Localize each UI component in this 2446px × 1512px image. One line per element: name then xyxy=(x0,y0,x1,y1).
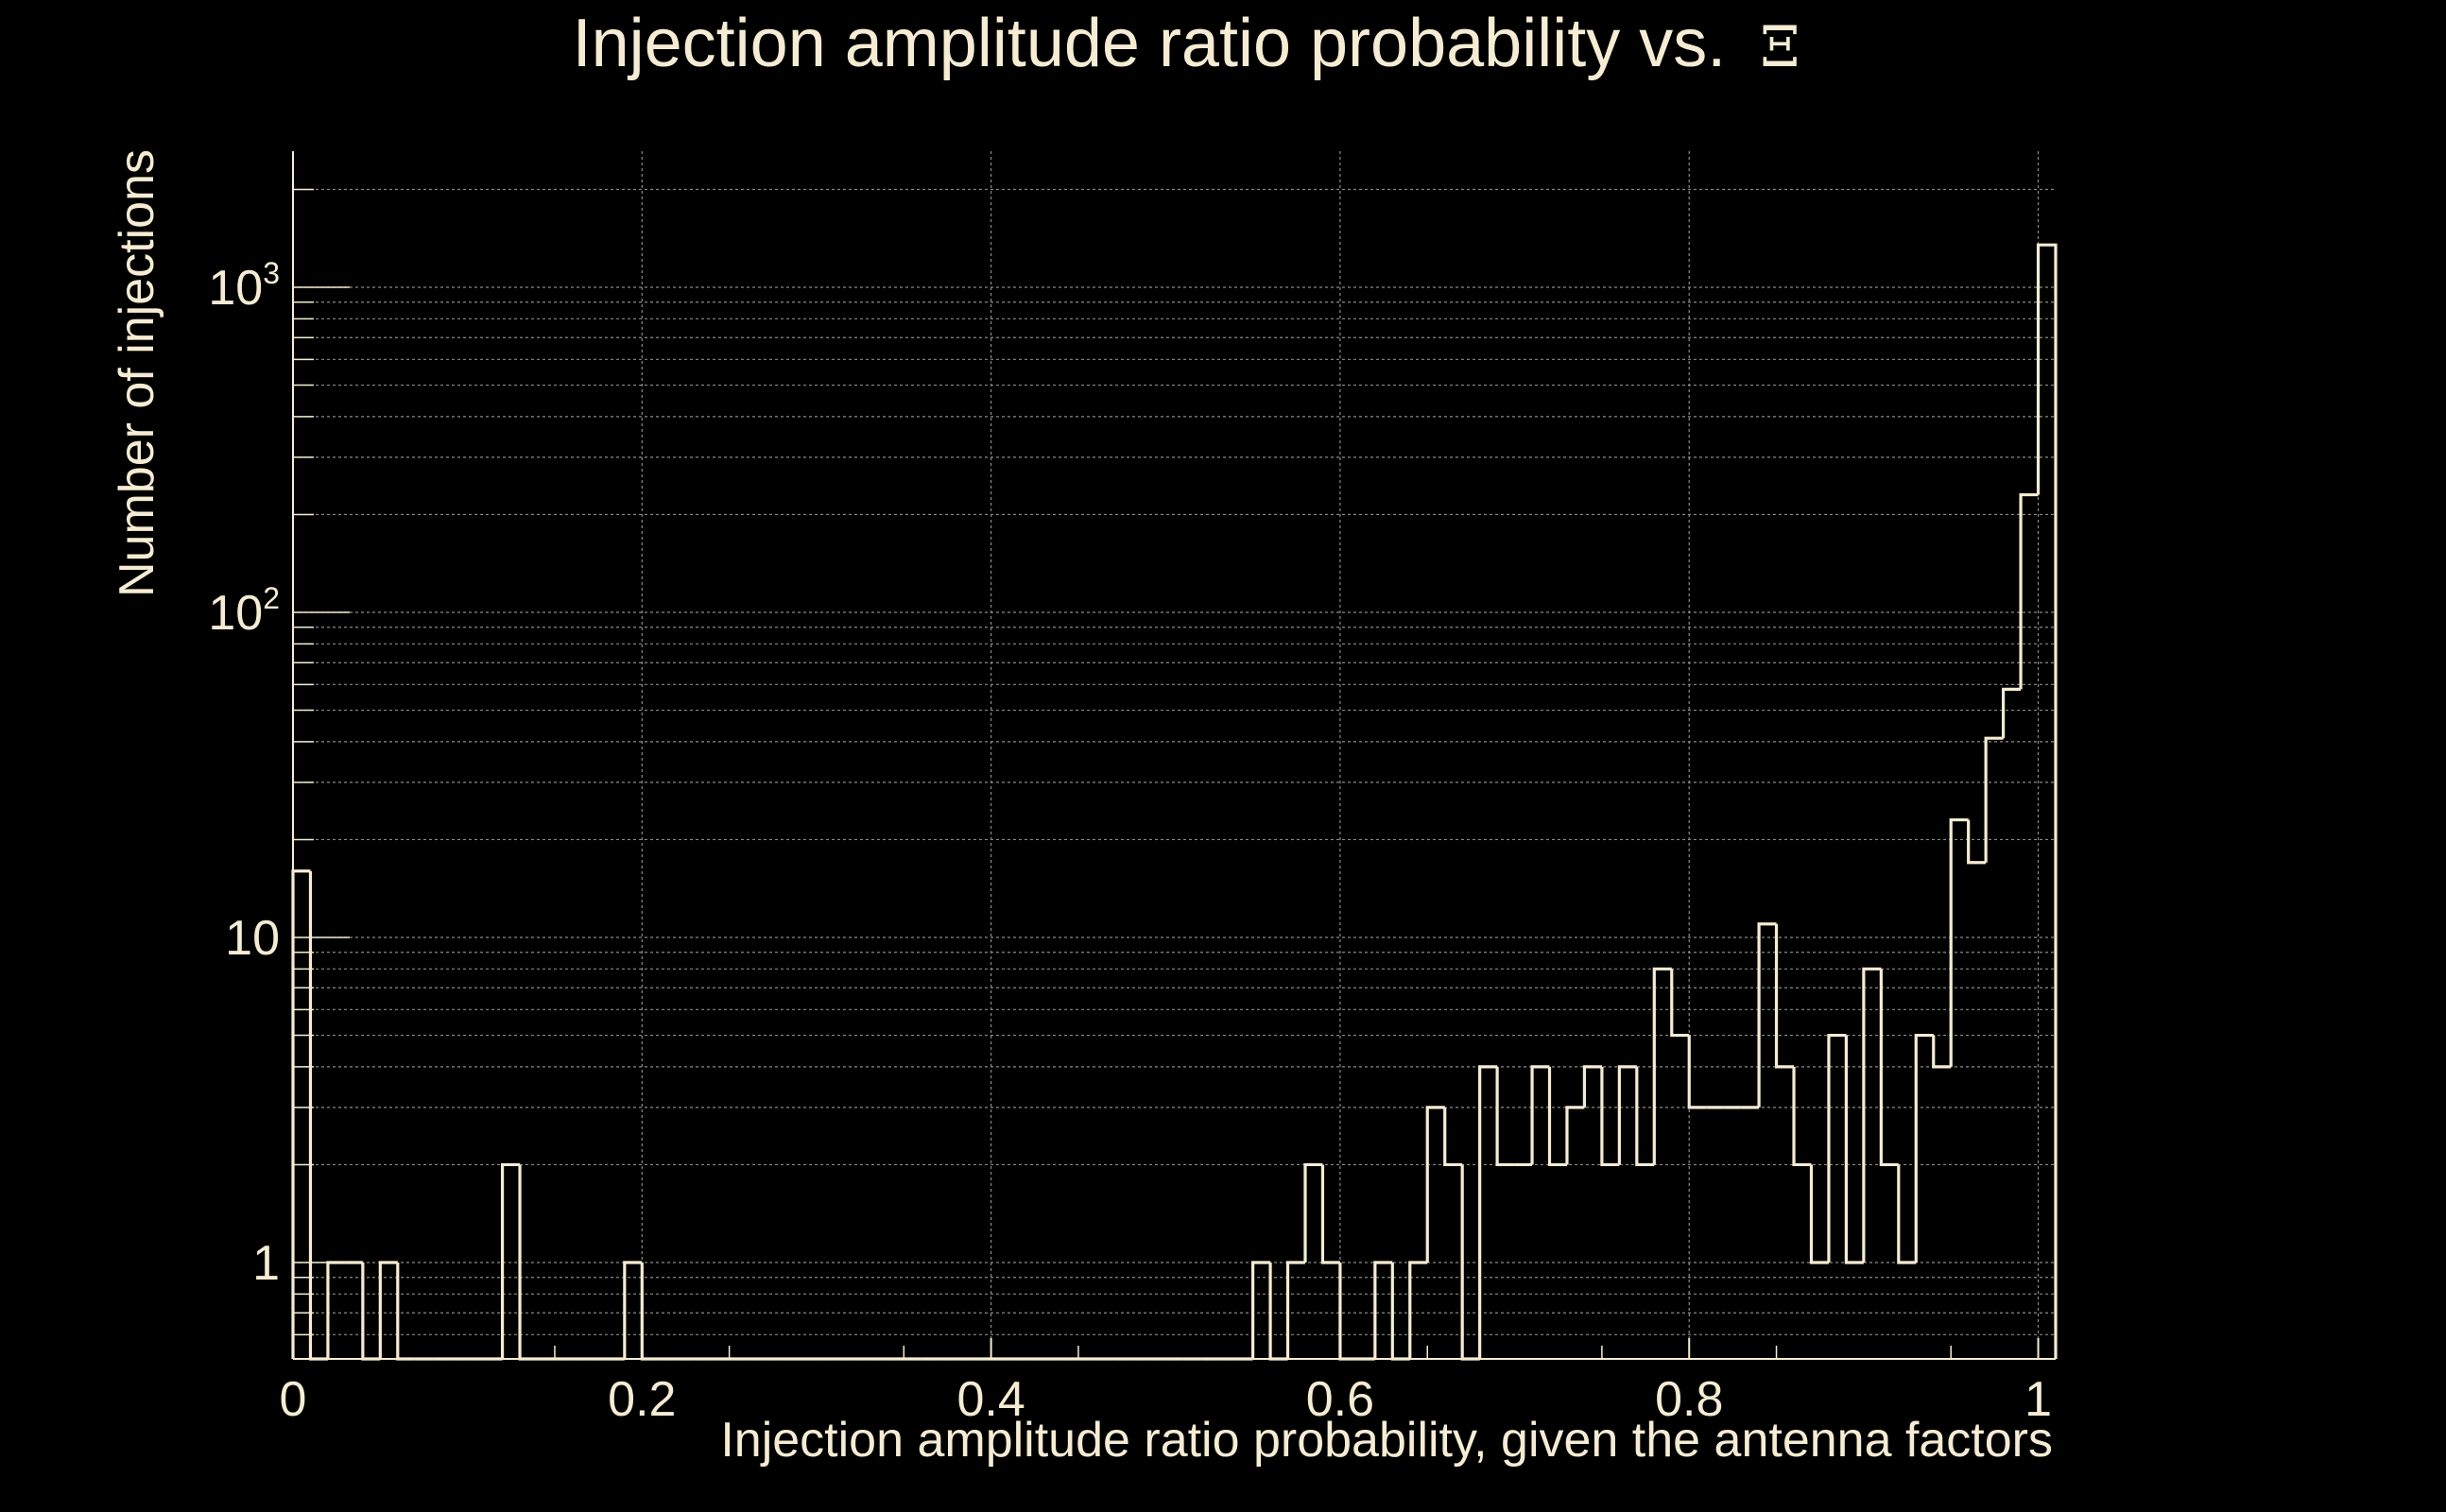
histogram-bar xyxy=(1373,1261,1393,1359)
y-tick-label: 102 xyxy=(208,581,280,641)
histogram-bar xyxy=(1774,923,1795,1069)
histogram-bar xyxy=(1757,922,1777,1108)
x-tick-label: 0.6 xyxy=(1306,1372,1374,1427)
chart-title-symbol: Ξ xyxy=(1760,14,1800,80)
histogram-bar xyxy=(1827,1033,1847,1263)
histogram-bar xyxy=(1565,1106,1585,1165)
histogram-bar xyxy=(2002,687,2022,739)
y-axis-label: Number of injections xyxy=(110,149,164,597)
x-tick-label: 0 xyxy=(280,1372,307,1427)
histogram-bar xyxy=(1478,1065,1498,1359)
histogram-bar xyxy=(1844,1035,1864,1264)
histogram-bar xyxy=(1862,967,1882,1263)
histogram-bars xyxy=(291,243,2058,1361)
chart-title: Injection amplitude ratio probability vs… xyxy=(573,6,1800,81)
histogram-bar xyxy=(1250,1261,1271,1359)
y-tick-label: 10 xyxy=(225,911,280,966)
histogram-bar xyxy=(500,1162,521,1359)
y-tick-label-base: 10 xyxy=(225,911,280,966)
y-tick-label-base: 10 xyxy=(208,586,263,641)
histogram-bar xyxy=(1652,967,1672,1165)
histogram-bar xyxy=(2036,243,2058,1359)
histogram-bar xyxy=(1635,1066,1655,1167)
x-tick-label: 0.8 xyxy=(1655,1372,1723,1427)
y-tick-label-base: 1 xyxy=(252,1236,280,1291)
histogram-bar xyxy=(326,1261,346,1359)
histogram-bar xyxy=(1303,1162,1323,1263)
y-tick-label-exponent: 2 xyxy=(263,581,280,615)
histogram-bar xyxy=(1285,1261,1305,1359)
histogram-bar xyxy=(1897,1164,1917,1264)
x-tick-label: 1 xyxy=(2024,1372,2052,1427)
histogram-bar xyxy=(1687,1035,1707,1109)
histogram-bar xyxy=(1914,1033,1934,1263)
histogram-bar xyxy=(1390,1263,1410,1361)
y-tick-label: 103 xyxy=(208,256,280,316)
histogram-bar xyxy=(1408,1261,1428,1359)
histogram-bar xyxy=(1792,1066,1812,1167)
histogram-bar xyxy=(1338,1263,1358,1361)
histogram-bar xyxy=(1268,1263,1288,1361)
histogram-bar xyxy=(1984,736,2004,863)
histogram-bar xyxy=(1425,1106,1445,1263)
histogram-bar xyxy=(1809,1164,1829,1264)
histogram-bar xyxy=(623,1261,643,1359)
histogram-bar xyxy=(1443,1107,1463,1167)
histogram-bar xyxy=(1879,969,1899,1167)
histogram-bar xyxy=(1320,1164,1340,1264)
histogram-bar xyxy=(1600,1066,1620,1167)
histogram-bar xyxy=(640,1263,660,1361)
histogram-bar xyxy=(1530,1065,1550,1165)
histogram-bar xyxy=(1617,1065,1637,1165)
y-tick-label-base: 10 xyxy=(208,261,263,316)
histogram-bar xyxy=(378,1261,398,1359)
histogram-bar xyxy=(1670,969,1690,1038)
histogram-bar xyxy=(308,870,328,1361)
histogram-bar xyxy=(1967,819,1987,865)
histogram-bar xyxy=(1949,817,1969,1067)
histogram-bar xyxy=(1547,1066,1567,1167)
x-tick-labels: 0 0.2 0.4 0.6 0.8 1 xyxy=(280,1372,2052,1427)
histogram-bar xyxy=(1932,1035,1952,1069)
histogram-bar xyxy=(396,1263,416,1361)
chart-title-text: Injection amplitude ratio probability vs… xyxy=(573,6,1727,81)
histogram-bar xyxy=(361,1263,381,1361)
histogram-bar xyxy=(1495,1066,1515,1167)
histogram-bar xyxy=(291,869,311,1359)
y-tick-label: 1 xyxy=(252,1236,280,1291)
y-tick-label-exponent: 3 xyxy=(263,256,280,290)
histogram-bar xyxy=(1582,1065,1602,1108)
histogram-bar xyxy=(2019,492,2039,690)
x-tick-label: 0.4 xyxy=(956,1372,1025,1427)
histogram-bar xyxy=(1460,1164,1480,1361)
histogram-bar xyxy=(518,1164,538,1361)
x-tick-label: 0.2 xyxy=(608,1372,676,1427)
x-axis-label: Injection amplitude ratio probability, g… xyxy=(720,1413,2053,1468)
